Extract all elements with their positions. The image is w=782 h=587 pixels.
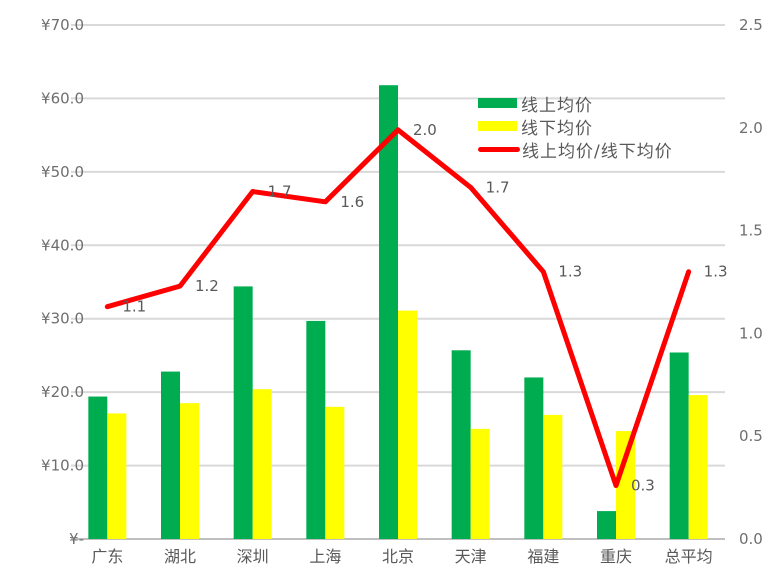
legend-label-offline-price: 线下均价 (521, 118, 593, 139)
right-axis-tick: 1.5 (739, 222, 763, 240)
green-bar-swatch-icon (478, 98, 517, 108)
online-price-bar-6 (451, 350, 471, 539)
category-label: 深圳 (237, 547, 269, 566)
online-price-bar-7 (524, 377, 544, 539)
ratio-data-label: 2.0 (413, 121, 437, 139)
offline-price-bar-3 (252, 389, 272, 539)
ratio-data-label: 1.7 (268, 183, 292, 201)
ratio-data-label: 1.1 (122, 298, 146, 316)
category-label: 广东 (91, 547, 123, 566)
online-price-bar-3 (233, 286, 253, 539)
ratio-data-label: 1.7 (486, 178, 510, 196)
red-line-swatch-icon (478, 146, 520, 152)
legend-label-online-price: 线上均价 (521, 95, 593, 116)
right-axis-tick: 0.0 (739, 530, 763, 548)
left-axis-tick: ¥- (69, 530, 84, 548)
right-axis-tick: 2.5 (739, 16, 763, 34)
left-axis-tick: ¥60.0 (41, 89, 84, 107)
online-price-bar-4 (306, 320, 326, 539)
ratio-data-label: 1.3 (704, 263, 728, 281)
ratio-line (104, 127, 692, 489)
offline-price-bar-4 (325, 406, 345, 539)
ratio-data-label: 1.3 (558, 263, 582, 281)
ratio-data-label: 1.6 (340, 193, 364, 211)
legend: 线上均价 线下均价 线上均价/线下均价 (478, 93, 673, 162)
category-label: 天津 (455, 547, 487, 566)
right-axis-tick: 0.5 (739, 427, 763, 445)
offline-price-bar-5 (398, 310, 417, 539)
ratio-data-label: 0.3 (631, 477, 655, 495)
offline-price-bar-1 (107, 413, 127, 539)
offline-price-bar-2 (180, 403, 199, 539)
category-label: 重庆 (600, 547, 632, 566)
left-axis-tick: ¥40.0 (41, 236, 84, 254)
left-axis-tick: ¥20.0 (41, 383, 84, 401)
online-price-bar-5 (379, 85, 398, 539)
category-label: 北京 (382, 547, 414, 566)
left-axis-tick: ¥30.0 (41, 310, 84, 328)
left-axis-tick: ¥10.0 (41, 457, 84, 475)
right-axis-tick: 1.0 (739, 324, 763, 342)
left-axis-tick: ¥70.0 (41, 16, 84, 34)
offline-price-bar-9 (688, 395, 708, 539)
online-price-bar-2 (161, 371, 180, 539)
offline-price-bar-8 (616, 431, 635, 539)
offline-price-bar-6 (470, 428, 490, 539)
offline-price-bar-7 (543, 414, 563, 539)
online-price-bar-8 (597, 511, 616, 539)
category-label: 福建 (527, 547, 559, 566)
legend-item-offline-price: 线下均价 (478, 116, 673, 139)
ratio-data-label: 1.2 (195, 277, 219, 295)
online-price-bar-9 (669, 352, 689, 539)
category-label: 上海 (309, 547, 341, 566)
left-axis-tick: ¥50.0 (41, 163, 84, 181)
online-price-bar-1 (88, 396, 108, 539)
category-label: 总平均 (665, 547, 713, 566)
yellow-bar-swatch-icon (478, 121, 517, 131)
category-label: 湖北 (164, 547, 196, 566)
right-axis-tick: 2.0 (739, 119, 763, 137)
legend-item-online-price: 线上均价 (478, 93, 673, 116)
legend-item-price-ratio: 线上均价/线下均价 (478, 139, 673, 162)
legend-label-price-ratio: 线上均价/线下均价 (522, 141, 673, 162)
